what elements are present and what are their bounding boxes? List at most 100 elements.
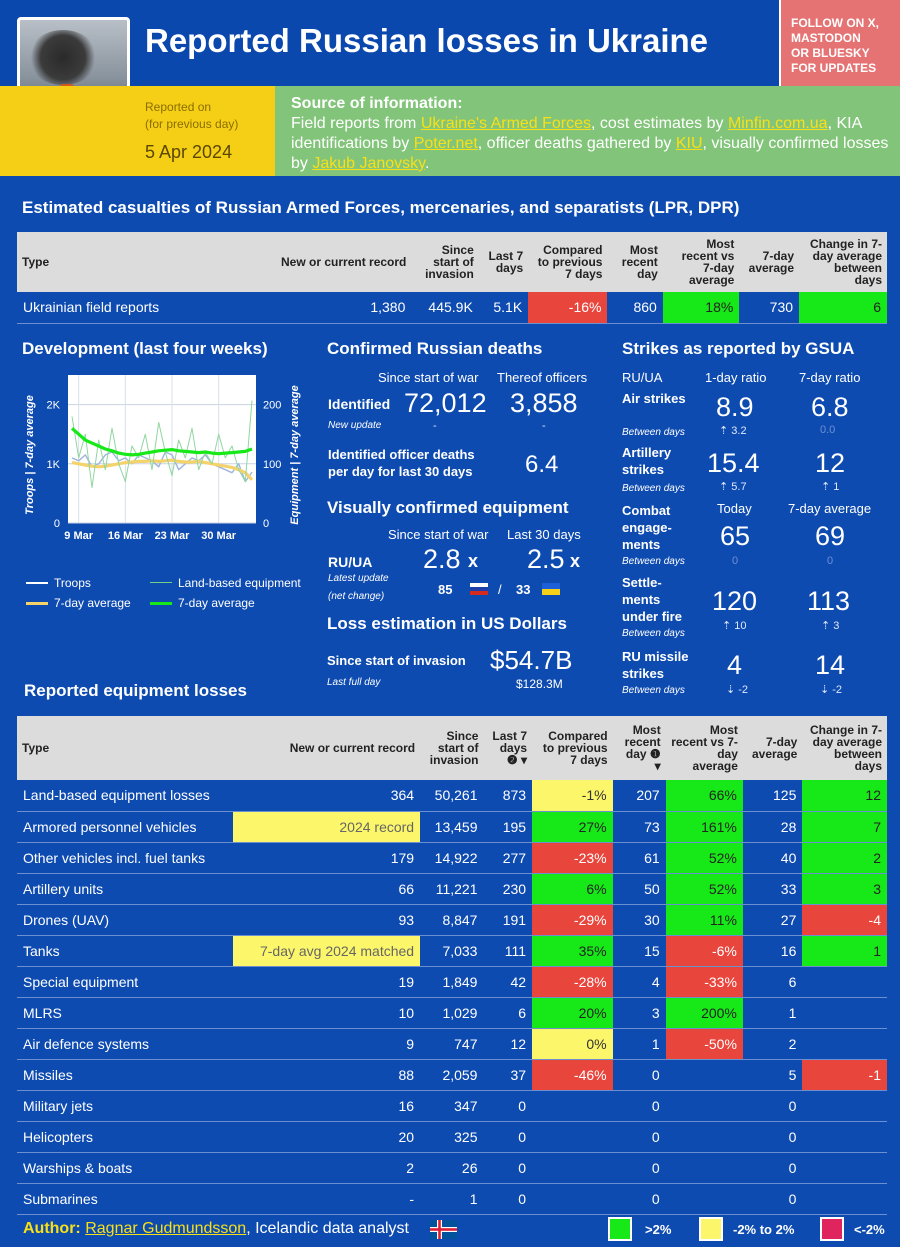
y-left-tick: 1K (47, 459, 61, 471)
cell-compared: -28% (532, 966, 613, 998)
col-header: 7-day average (742, 716, 803, 780)
strikes-ruua: RU/UA (622, 370, 663, 385)
follow-banner[interactable]: FOLLOW ON X, MASTODON OR BLUESKY FOR UPD… (779, 0, 900, 94)
loss-sub: Last full day (327, 677, 381, 688)
cell-avg: 125 (742, 780, 803, 812)
cell-compared (532, 1121, 613, 1153)
russia-flag-icon (470, 583, 488, 595)
table-row: MLRS 10 1,029 6 20% 3 200% 1 (17, 997, 887, 1029)
source-link-kiu[interactable]: KIU (675, 135, 703, 152)
deaths-title: Confirmed Russian deaths (327, 339, 543, 358)
cell-avg: 40 (742, 842, 803, 874)
y-right-tick: 0 (263, 518, 269, 530)
cell-type: Ukrainian field reports (17, 292, 205, 324)
source-link-poter[interactable]: Poter.net (413, 135, 478, 152)
cell-record: 16 (232, 1090, 421, 1122)
settlements-label: Settle-ments under fire (622, 575, 682, 624)
ratio-since-war: 2.8 (423, 544, 461, 574)
artillery-strikes-1d-delta: ⇡ 5.7 (719, 481, 747, 493)
cell-type: Artillery units (17, 873, 233, 905)
cell-avg: 5 (742, 1059, 803, 1091)
missile-avg-delta: ⇣ -2 (820, 684, 843, 696)
cell-record: 88 (232, 1059, 421, 1091)
casualties-header-row: Type New or current record Since start o… (17, 232, 887, 292)
cell-recent-vs-avg: -50% (665, 1028, 743, 1060)
cell-last7: 195 (483, 811, 533, 843)
cell-type: Tanks (17, 935, 233, 967)
cell-type: Helicopters (17, 1121, 233, 1153)
loss-title: Loss estimation in US Dollars (327, 614, 567, 633)
cell-recent-vs-avg: 200% (665, 997, 743, 1029)
cell-record: 7-day avg 2024 matched (232, 935, 421, 967)
reported-note: (for previous day) (145, 117, 239, 131)
chart-legend: Troops Land-based equipment 7-day averag… (22, 575, 312, 615)
col-header[interactable]: Since start of invasion (411, 232, 479, 292)
settlements-today-delta: ⇡ 10 (722, 620, 747, 632)
cell-compared: -16% (528, 292, 608, 324)
author-rest: , Icelandic data analyst (246, 1220, 409, 1237)
cell-record: 9 (232, 1028, 421, 1060)
cell-type: Land-based equipment losses (17, 780, 233, 812)
col-header: Most recent vs 7-day average (665, 716, 743, 780)
author-link[interactable]: Ragnar Gudmundsson (85, 1220, 247, 1237)
col-header-sortable[interactable]: Last 7 days ❷ ▾ (483, 716, 533, 780)
cell-last7: 0 (483, 1152, 533, 1184)
legend-swatch-troops (26, 582, 48, 584)
reported-on-label: Reported on (145, 100, 212, 114)
legend-red-label: <-2% (854, 1222, 885, 1237)
officer-rate-label: Identified officer deaths per day for la… (328, 447, 475, 479)
source-link-janovsky[interactable]: Jakub Janovsky (312, 155, 425, 172)
cell-change (802, 997, 887, 1029)
source-link-minfin[interactable]: Minfin.com.ua (727, 115, 828, 132)
y-right-tick: 100 (263, 459, 281, 471)
cell-recent: 50 (612, 873, 666, 905)
col-header: New or current record (204, 232, 412, 292)
strikes-col1: 1-day ratio (705, 370, 767, 385)
cell-type: Missiles (17, 1059, 233, 1091)
legend-label: 7-day average (178, 596, 255, 610)
cell-type: Military jets (17, 1090, 233, 1122)
table-row: Tanks 7-day avg 2024 matched 7,033 111 35% 15… (17, 935, 887, 967)
source-link-ukraine-armed-forces[interactable]: Ukraine's Armed Forces (420, 115, 592, 132)
air-strikes-sub: Between days (622, 427, 685, 438)
cell-avg: 0 (742, 1183, 803, 1215)
source-text: , visually confirmed losses by (291, 135, 889, 172)
cell-recent: 30 (612, 904, 666, 936)
cell-last7: 0 (483, 1183, 533, 1215)
ua-change: 33 (516, 582, 531, 597)
development-chart: Troops | 7-day average Equipment | 7-day… (24, 375, 301, 542)
equipment-title: Visually confirmed equipment (327, 498, 569, 517)
cell-change: 12 (802, 780, 887, 812)
col-header: Type (17, 716, 233, 780)
col-header-sortable[interactable]: Most recent day ❶ ▾ (612, 716, 666, 780)
cell-change: 2 (802, 842, 887, 874)
combat-avg-delta: 0 (827, 555, 834, 567)
cell-recent: 15 (612, 935, 666, 967)
cell-record: 2 (232, 1152, 421, 1184)
follow-line: FOR UPDATES (791, 61, 877, 75)
artillery-strikes-label: Artillery strikes (622, 445, 672, 477)
legend-label: 7-day average (54, 596, 131, 610)
cell-recent: 4 (612, 966, 666, 998)
cell-recent: 860 (607, 292, 663, 324)
missile-today: 4 (727, 650, 743, 680)
cell-since: 2,059 (420, 1059, 484, 1091)
cell-change (802, 966, 887, 998)
header-bar (0, 0, 900, 86)
cell-recent-vs-avg: 161% (665, 811, 743, 843)
casualties-table: Type New or current record Since start o… (17, 232, 887, 324)
chart-ticks: 2K 1K 0 200 100 0 9 Mar 16 Mar 23 Mar 30 Mar (47, 400, 282, 542)
col-header: Since start of invasion (420, 716, 484, 780)
cell-last7: 12 (483, 1028, 533, 1060)
series-line-0 (71, 451, 253, 483)
cell-avg: 0 (742, 1090, 803, 1122)
cell-compared: 20% (532, 997, 613, 1029)
air-strikes-1d: 8.9 (716, 392, 754, 422)
report-date: 5 Apr 2024 (145, 142, 233, 162)
cell-since: 1,849 (420, 966, 484, 998)
y-left-label: Troops | 7-day average (24, 395, 36, 515)
follow-line: FOLLOW ON X, (791, 16, 879, 30)
missile-label: RU missile strikes (622, 649, 689, 681)
combat-col1: Today (717, 501, 752, 516)
cell-record: - (232, 1183, 421, 1215)
